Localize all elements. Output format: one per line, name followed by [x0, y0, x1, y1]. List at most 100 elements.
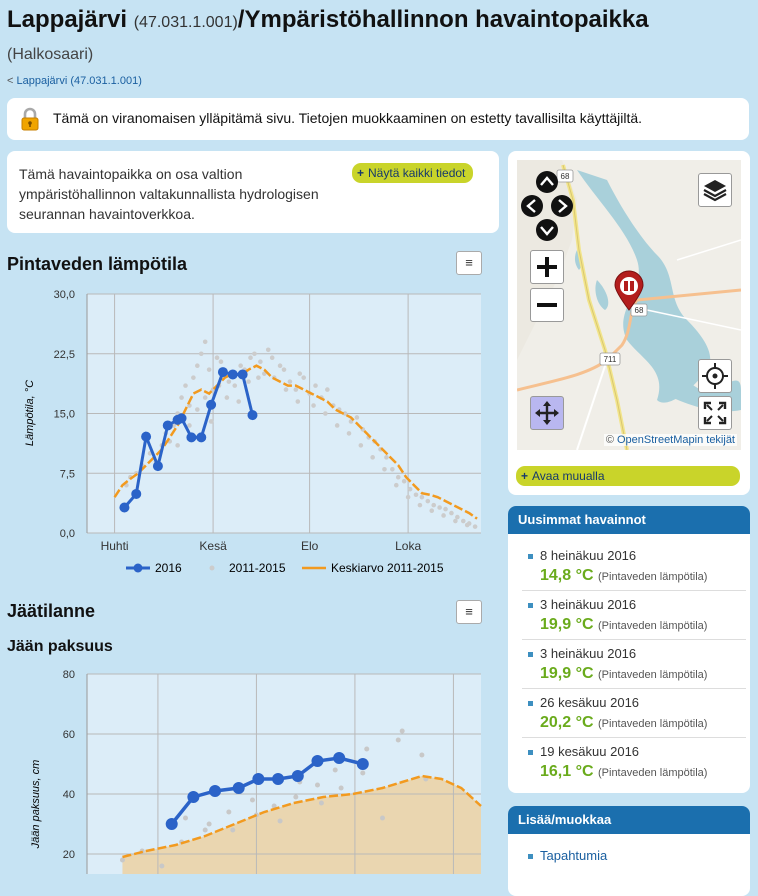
title-rest: /Ympäristöhallinnon havaintopaikka [237, 6, 649, 33]
surface-temp-chart: 0,0 7,5 15,0 22,5 30,0 Huhti Kesä Elo Loka Lämp… [24, 289, 481, 575]
point-2016[interactable] [196, 432, 207, 443]
move-arrows-icon [535, 401, 559, 425]
point-2016[interactable] [237, 369, 248, 380]
ice-series-line [170, 756, 364, 826]
road-label-711: 711 [604, 355, 617, 364]
y-tick-label: 30,0 [54, 289, 75, 301]
ice-point[interactable] [356, 758, 369, 770]
open-elsewhere-button[interactable]: + Avaa muualla [516, 466, 740, 486]
historic-point [358, 443, 364, 448]
historic-point [323, 411, 328, 416]
notice-text: Tämä on viranomaisen ylläpitämä sivu. Ti… [53, 110, 643, 126]
ice-point[interactable] [333, 752, 346, 764]
station-marker-icon[interactable] [614, 270, 644, 311]
ice-point[interactable] [311, 755, 324, 767]
ice-historic-point [380, 815, 385, 821]
observation-value-row: 19,9 °C (Pintaveden lämpötila) [540, 665, 707, 683]
ice-historic-point [206, 821, 212, 827]
ice-historic-point [183, 815, 188, 821]
historic-point [453, 518, 458, 524]
legend-average[interactable]: Keskiarvo 2011-2015 [331, 561, 444, 575]
locate-button[interactable] [698, 359, 732, 393]
ice-point[interactable] [187, 791, 200, 803]
observation-date: 3 heinäkuu 2016 [540, 597, 637, 612]
breadcrumb-prefix: < [7, 75, 14, 87]
observation-kind: (Pintaveden lämpötila) [598, 669, 708, 681]
zoom-out-button[interactable] [530, 288, 564, 322]
pan-left-icon[interactable] [521, 195, 543, 217]
ice-historic-point [318, 800, 324, 806]
historic-point [384, 455, 389, 460]
point-2016[interactable] [119, 502, 130, 513]
historic-point [395, 474, 401, 480]
observation-kind: (Pintaveden lämpötila) [598, 767, 708, 779]
observation-value: 16,1 °C [540, 763, 594, 780]
legend-2011-2015[interactable]: 2011-2015 [229, 561, 286, 575]
point-2016[interactable] [206, 399, 217, 410]
ice-point[interactable] [291, 770, 304, 782]
point-2016[interactable] [227, 369, 238, 380]
historic-point [187, 423, 192, 428]
events-link[interactable]: Tapahtumia [540, 848, 608, 863]
historic-point [191, 375, 196, 380]
ice-point[interactable] [232, 782, 245, 794]
historic-point [214, 355, 220, 361]
point-2016[interactable] [217, 367, 228, 378]
show-all-label: Näytä kaikki tiedot [368, 166, 466, 180]
point-2016[interactable] [131, 488, 142, 499]
ice-y-tick-label: 60 [63, 729, 75, 741]
historic-point [258, 359, 263, 365]
osm-attribution-link[interactable]: OpenStreetMapin tekijät [616, 434, 735, 446]
ice-point[interactable] [272, 773, 285, 785]
legend-2016[interactable]: 2016 [155, 561, 182, 575]
historic-point [437, 505, 442, 510]
breadcrumb-link[interactable]: Lappajärvi (47.031.1.001) [16, 75, 142, 87]
ice-point[interactable] [165, 818, 178, 830]
ice-average-line [122, 774, 482, 859]
ice-historic-point [249, 797, 255, 803]
historic-point [175, 443, 180, 448]
ice-point[interactable] [252, 773, 265, 785]
point-2016[interactable] [152, 461, 163, 472]
info-text: Tämä havaintopaikka on osa valtion ympär… [19, 166, 319, 222]
observation-kind: (Pintaveden lämpötila) [598, 718, 708, 730]
point-2016[interactable] [162, 420, 173, 431]
bullet-icon [528, 603, 533, 608]
historic-point [382, 466, 387, 472]
chart-menu-button[interactable]: ≡ [456, 251, 482, 275]
bullet-icon [528, 701, 533, 706]
historic-point [248, 355, 253, 361]
pan-right-icon[interactable] [551, 195, 573, 217]
historic-point [246, 379, 251, 384]
historic-point [313, 383, 318, 388]
move-tool-button[interactable] [530, 396, 564, 430]
point-2016[interactable] [141, 431, 152, 442]
layers-button[interactable] [698, 173, 732, 207]
historic-point [301, 375, 307, 380]
historic-point [460, 518, 466, 524]
add-edit-title: Lisää/muokkaa [508, 806, 750, 834]
plus-icon [537, 257, 557, 277]
pan-up-icon[interactable] [536, 171, 558, 193]
point-2016[interactable] [186, 432, 197, 443]
point-2016[interactable] [176, 413, 187, 424]
ice-heading: Jäätilanne [7, 601, 96, 621]
historic-point [425, 498, 431, 504]
zoom-in-button[interactable] [530, 250, 564, 284]
bullet-icon [528, 854, 533, 859]
map-panel: 68 68 711 [508, 151, 750, 495]
point-2016[interactable] [247, 410, 258, 421]
ice-historic-point [399, 728, 405, 734]
observation-divider [522, 590, 746, 591]
historic-point [281, 367, 287, 372]
fullscreen-button[interactable] [698, 396, 732, 430]
show-all-button[interactable]: + Näytä kaikki tiedot [352, 163, 474, 183]
observation-value: 20,2 °C [540, 714, 594, 731]
ice-chart-menu-button[interactable]: ≡ [456, 600, 482, 624]
observation-value: 19,9 °C [540, 616, 594, 633]
historic-point [187, 403, 192, 408]
observation-date: 26 kesäkuu 2016 [540, 695, 640, 710]
map-view[interactable]: 68 68 711 [517, 160, 741, 450]
pan-down-icon[interactable] [536, 219, 558, 241]
ice-point[interactable] [209, 785, 222, 797]
